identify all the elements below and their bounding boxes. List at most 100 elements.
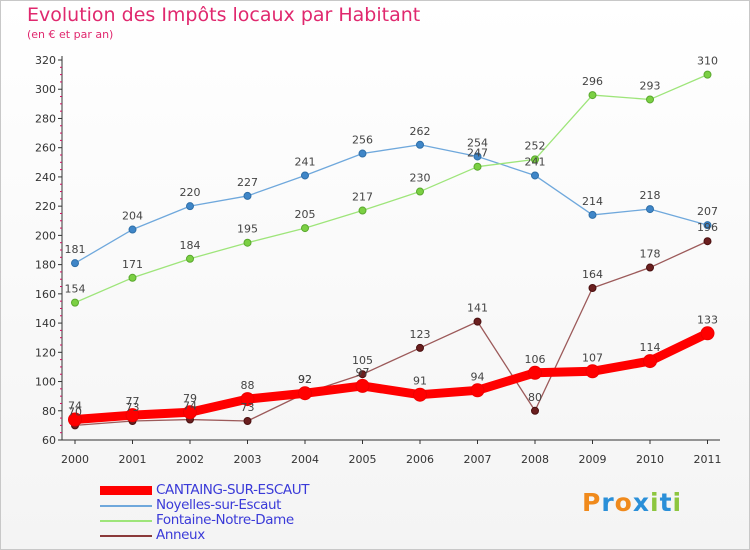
data-point-fontaine [473, 162, 482, 171]
legend-swatch-noyelles [100, 505, 152, 507]
data-point-cantaing [355, 378, 370, 393]
data-point-fontaine [646, 95, 654, 104]
data-point-cantaing [528, 365, 542, 380]
logo-letter: r [601, 488, 615, 517]
data-point-anneux [703, 237, 712, 246]
data-label-anneux: 92 [298, 373, 312, 386]
data-label-fontaine: 217 [352, 191, 373, 204]
data-label-noyelles: 256 [352, 134, 373, 147]
data-label-noyelles: 254 [467, 136, 488, 149]
data-label-fontaine: 310 [697, 55, 718, 68]
data-label-anneux: 196 [697, 221, 718, 234]
data-point-fontaine [531, 155, 539, 164]
data-label-noyelles: 241 [295, 155, 316, 168]
data-label-cantaing: 74 [68, 400, 82, 413]
y-tick-label: 260 [35, 142, 56, 155]
data-point-noyelles [703, 221, 712, 230]
y-tick-label: 220 [35, 200, 56, 213]
data-point-anneux [646, 263, 654, 272]
data-label-noyelles: 204 [122, 210, 143, 223]
y-tick-label: 60 [42, 434, 56, 447]
data-label-anneux: 73 [241, 401, 255, 414]
data-label-cantaing: 133 [697, 313, 718, 326]
data-label-cantaing: 79 [183, 392, 197, 405]
data-point-noyelles [358, 149, 367, 158]
data-label-anneux: 123 [410, 328, 431, 341]
data-point-anneux [473, 317, 482, 326]
data-label-noyelles: 262 [410, 125, 431, 138]
data-label-cantaing: 77 [126, 395, 140, 408]
data-point-noyelles [473, 152, 482, 161]
x-tick-label: 2007 [464, 453, 492, 466]
data-point-cantaing [700, 326, 715, 341]
data-label-noyelles: 218 [640, 189, 661, 202]
data-point-noyelles [128, 225, 137, 234]
legend-label-anneux: Anneux [156, 527, 205, 543]
x-tick-label: 2009 [579, 453, 607, 466]
data-label-anneux: 141 [467, 302, 488, 315]
data-point-noyelles [646, 205, 654, 214]
legend-label-noyelles: Noyelles-sur-Escaut [156, 497, 282, 513]
y-tick-label: 300 [35, 83, 56, 96]
legend-swatch-cantaing [100, 486, 152, 495]
legend-swatch-anneux [100, 535, 152, 537]
proxiti-logo: Proxiti [582, 488, 682, 517]
data-label-anneux: 80 [528, 391, 542, 404]
data-point-cantaing [183, 405, 197, 420]
data-label-anneux: 74 [183, 400, 197, 413]
y-tick-label: 240 [35, 171, 56, 184]
data-point-cantaing [298, 386, 312, 401]
x-tick-label: 2006 [406, 453, 434, 466]
data-label-anneux: 70 [68, 405, 82, 418]
logo-letter: o [614, 488, 633, 517]
x-tick-label: 2004 [291, 453, 319, 466]
logo-letter: i [650, 488, 660, 517]
data-label-cantaing: 107 [582, 351, 603, 364]
data-label-anneux: 178 [640, 248, 661, 261]
legend-label-cantaing: CANTAING-SUR-ESCAUT [156, 482, 310, 498]
data-label-cantaing: 106 [525, 353, 546, 366]
y-tick-label: 120 [35, 346, 56, 359]
data-label-fontaine: 205 [295, 208, 316, 221]
data-label-noyelles: 207 [697, 205, 718, 218]
data-point-cantaing [125, 408, 140, 423]
data-label-cantaing: 88 [241, 379, 255, 392]
data-label-anneux: 105 [352, 354, 373, 367]
data-label-noyelles: 220 [180, 186, 201, 199]
data-label-cantaing: 94 [471, 370, 485, 383]
data-label-cantaing: 97 [356, 366, 370, 379]
data-point-cantaing [68, 412, 82, 427]
data-point-noyelles [588, 210, 597, 219]
data-label-fontaine: 230 [410, 172, 431, 185]
data-label-anneux: 164 [582, 268, 603, 281]
data-point-noyelles [531, 171, 539, 180]
data-point-fontaine [186, 254, 194, 263]
logo-letter: P [582, 488, 602, 517]
y-tick-label: 320 [35, 54, 56, 67]
y-tick-label: 180 [35, 259, 56, 272]
data-point-fontaine [243, 238, 252, 247]
data-label-fontaine: 296 [582, 75, 603, 88]
data-label-noyelles: 241 [525, 155, 546, 168]
data-point-cantaing [240, 392, 255, 407]
legend-label-fontaine: Fontaine-Notre-Dame [156, 512, 294, 528]
logo-letter: x [632, 488, 650, 517]
data-point-cantaing [413, 387, 427, 402]
x-tick-label: 2011 [694, 453, 722, 466]
y-tick-label: 100 [35, 376, 56, 389]
data-label-fontaine: 252 [525, 139, 546, 152]
data-point-cantaing [585, 364, 600, 379]
data-point-fontaine [128, 273, 137, 282]
chart-subtitle: (en € et par an) [27, 28, 114, 41]
data-label-noyelles: 181 [65, 243, 86, 256]
data-point-noyelles [186, 202, 194, 211]
data-point-anneux [588, 284, 597, 292]
x-tick-label: 2000 [61, 453, 89, 466]
x-tick-label: 2005 [349, 453, 377, 466]
data-point-anneux [416, 343, 424, 352]
data-point-fontaine [301, 224, 309, 233]
data-label-fontaine: 184 [180, 239, 201, 252]
logo-letter: t [659, 488, 673, 517]
